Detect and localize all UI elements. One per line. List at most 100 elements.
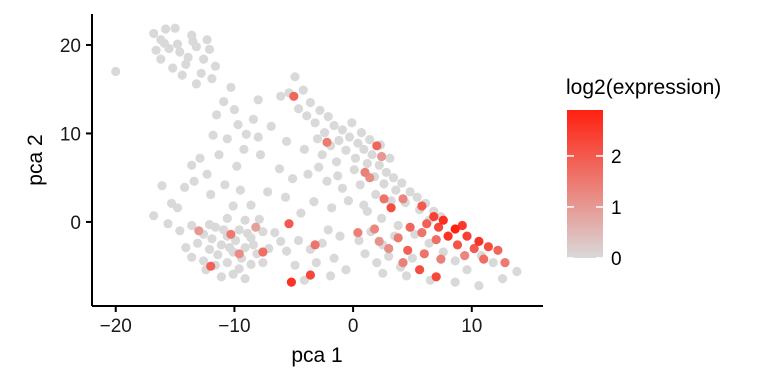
x-ticks: −20 −10 0 10 <box>100 306 482 337</box>
data-point <box>310 240 320 250</box>
data-point <box>270 228 280 238</box>
data-point <box>219 97 229 107</box>
data-point <box>347 118 357 128</box>
data-point <box>172 203 183 213</box>
data-point <box>450 277 460 287</box>
data-point <box>293 104 304 114</box>
data-point <box>311 258 321 268</box>
data-point <box>362 206 372 216</box>
data-point <box>353 228 363 238</box>
data-point <box>479 254 489 264</box>
data-point <box>434 222 444 232</box>
data-point <box>248 114 258 124</box>
data-point <box>181 59 191 69</box>
data-point <box>276 91 286 101</box>
legend-title: log2(expression) <box>566 76 721 99</box>
data-point <box>228 201 238 211</box>
data-point <box>168 63 178 73</box>
data-point <box>398 194 408 204</box>
data-point <box>232 161 242 171</box>
data-point <box>305 270 315 280</box>
data-point <box>226 82 236 92</box>
data-point <box>159 38 169 48</box>
data-point <box>452 240 463 250</box>
data-point <box>384 251 394 261</box>
data-point <box>194 226 204 236</box>
x-tick-label: −20 <box>100 316 132 337</box>
data-point <box>360 249 370 259</box>
data-point <box>199 256 209 266</box>
data-point <box>374 236 384 246</box>
data-point <box>282 136 292 146</box>
data-point <box>309 197 319 207</box>
data-point <box>240 215 250 225</box>
data-point <box>246 259 256 269</box>
data-point <box>462 265 472 275</box>
data-point <box>443 231 453 241</box>
data-point <box>393 220 403 231</box>
data-point <box>410 229 420 239</box>
data-point <box>310 118 320 128</box>
data-point <box>341 265 351 275</box>
data-point <box>234 264 244 274</box>
data-point <box>187 30 197 40</box>
data-point <box>216 272 226 282</box>
colorbar <box>567 110 603 258</box>
data-point <box>187 252 197 262</box>
data-point <box>183 52 193 63</box>
data-point <box>344 132 355 142</box>
data-point <box>488 258 498 268</box>
data-point <box>334 135 344 146</box>
data-point <box>417 228 427 238</box>
data-point <box>290 72 300 82</box>
data-point <box>253 95 263 105</box>
data-point <box>202 169 212 179</box>
x-tick-label: −10 <box>218 316 250 337</box>
data-point <box>156 54 166 64</box>
data-point <box>280 192 291 202</box>
data-point <box>226 229 236 239</box>
data-point <box>234 225 244 235</box>
data-point <box>512 266 522 277</box>
data-point <box>254 214 264 224</box>
data-point <box>355 180 365 190</box>
colorbar-ticks: 0 1 2 <box>567 147 622 270</box>
data-point <box>457 220 467 231</box>
data-point <box>149 28 159 39</box>
data-point <box>290 260 300 270</box>
data-point <box>317 150 327 160</box>
data-point <box>204 220 215 230</box>
data-point <box>391 185 401 195</box>
data-point <box>317 238 327 248</box>
data-point <box>151 45 161 55</box>
data-point <box>204 44 215 55</box>
data-point <box>206 189 216 200</box>
data-point <box>255 150 266 160</box>
data-point <box>299 275 309 285</box>
data-point <box>242 228 253 238</box>
data-point <box>371 189 381 200</box>
data-point <box>327 203 337 213</box>
data-point <box>367 150 377 160</box>
data-point <box>312 134 323 144</box>
data-point <box>248 240 258 250</box>
colorbar-label: 0 <box>611 249 622 270</box>
data-point <box>235 185 245 195</box>
data-point <box>157 181 167 191</box>
data-point <box>204 244 215 254</box>
data-point <box>303 169 313 179</box>
data-point <box>258 247 268 257</box>
data-point <box>207 234 217 244</box>
x-axis-title: pca 1 <box>291 344 342 367</box>
data-point <box>322 176 332 186</box>
data-point <box>500 258 510 268</box>
data-point <box>258 258 268 268</box>
data-point <box>337 183 347 193</box>
data-point <box>305 97 315 108</box>
data-point <box>381 167 391 177</box>
data-point <box>234 249 244 259</box>
data-point <box>379 179 389 189</box>
data-point <box>438 215 448 225</box>
data-point <box>431 235 441 245</box>
data-point <box>222 258 232 268</box>
